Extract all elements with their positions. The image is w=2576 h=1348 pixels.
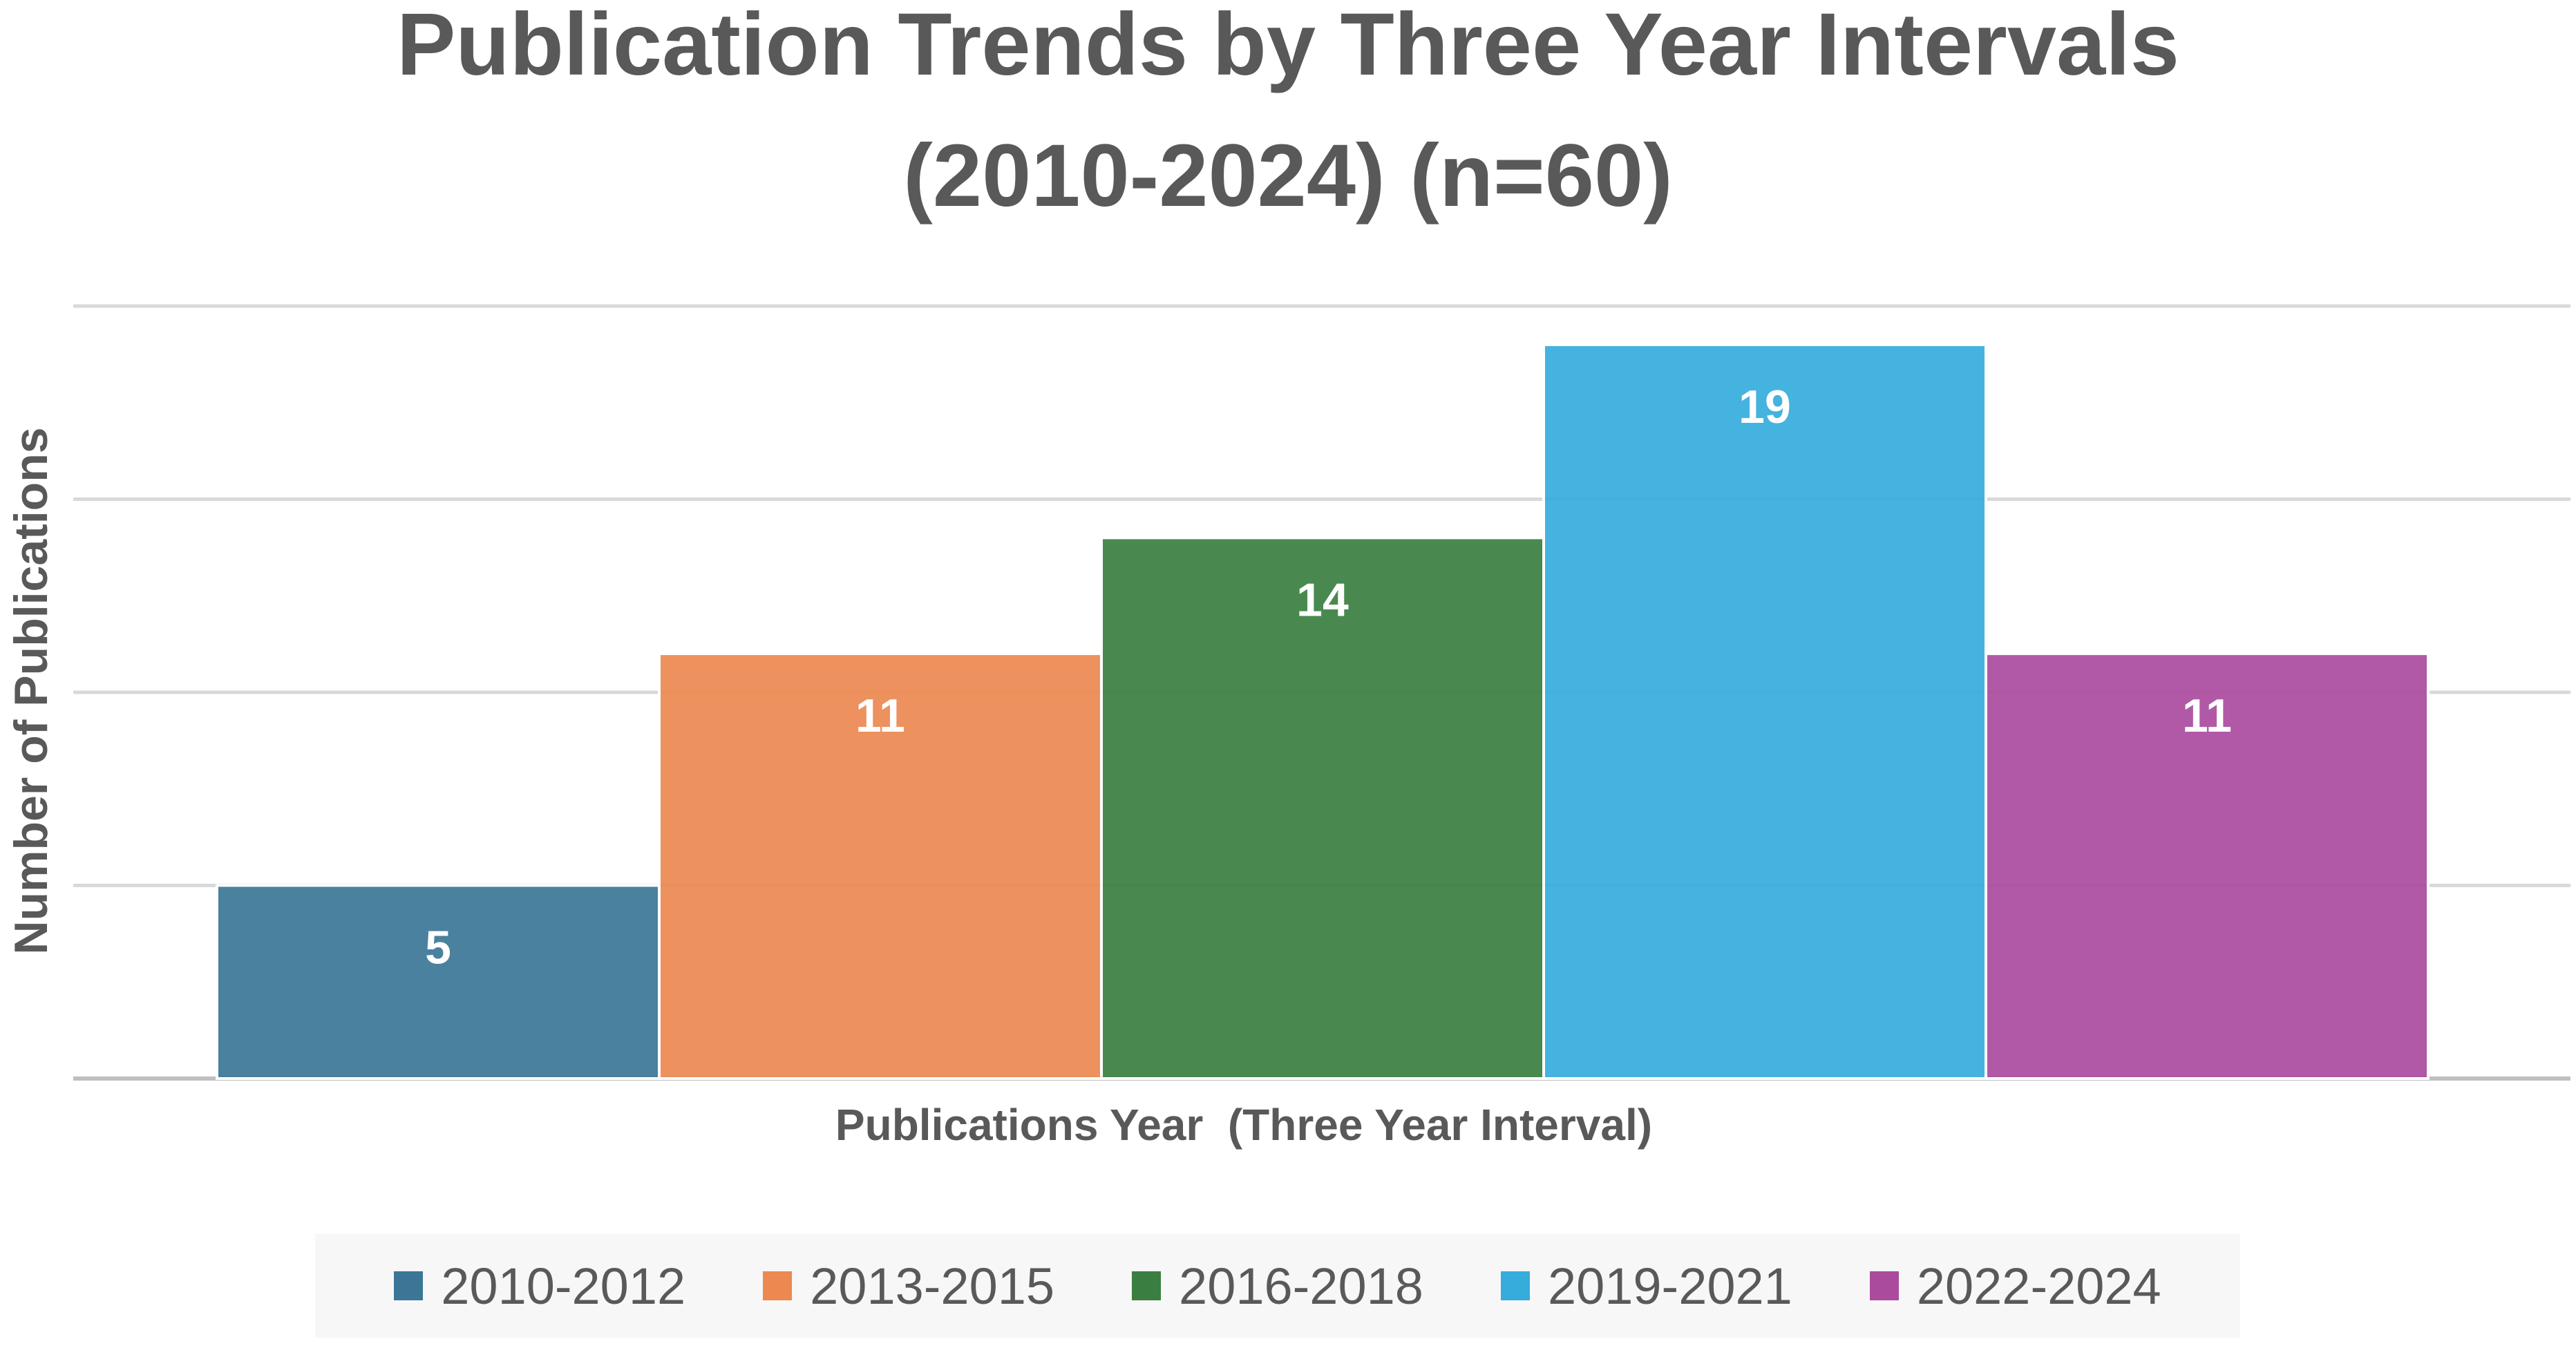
legend-item-2016-2018: 2016-2018 — [1132, 1257, 1423, 1316]
legend-label: 2010-2012 — [441, 1257, 686, 1315]
legend-label: 2019-2021 — [1547, 1257, 1792, 1315]
data-labels: 5 11 14 19 11 — [425, 381, 2232, 974]
bars — [216, 343, 2430, 1080]
bar-2019-2021 — [1542, 343, 1987, 1080]
bar-2010-2012 — [216, 884, 661, 1080]
legend: 2010-2012 2013-2015 2016-2018 2019-2021 2022… — [315, 1234, 2240, 1338]
bar-2016-2018 — [1100, 536, 1545, 1080]
legend-label: 2016-2018 — [1179, 1257, 1423, 1315]
data-label-2019-2021: 19 — [1739, 381, 1791, 433]
legend-label: 2022-2024 — [1916, 1257, 2161, 1315]
chart-title: Publication Trends by Three Year Interva… — [0, 0, 2576, 238]
bar-2013-2015 — [658, 652, 1103, 1080]
legend-swatch — [763, 1271, 793, 1300]
legend-item-2010-2012: 2010-2012 — [394, 1257, 685, 1316]
data-label-2016-2018: 14 — [1296, 573, 1349, 626]
legend-swatch — [1869, 1271, 1899, 1300]
data-label-2013-2015: 11 — [855, 690, 905, 742]
legend-swatch — [1500, 1271, 1530, 1300]
legend-item-2019-2021: 2019-2021 — [1500, 1257, 1792, 1316]
data-label-2022-2024: 11 — [2182, 690, 2232, 742]
chart-title-line-2: (2010-2024) (n=60) — [903, 126, 1673, 225]
legend-item-2022-2024: 2022-2024 — [1869, 1257, 2161, 1316]
legend-swatch — [394, 1271, 424, 1300]
legend-item-2013-2015: 2013-2015 — [763, 1257, 1054, 1316]
chart-title-line-1: Publication Trends by Three Year Interva… — [397, 0, 2179, 94]
legend-label: 2013-2015 — [810, 1257, 1055, 1315]
bar-2022-2024 — [1985, 652, 2430, 1080]
y-axis-title: Number of Publications — [5, 427, 57, 954]
legend-swatch — [1132, 1271, 1162, 1300]
x-axis-title: Publications Year (Three Year Interval) — [835, 1100, 1652, 1150]
data-label-2010-2012: 5 — [425, 922, 451, 974]
